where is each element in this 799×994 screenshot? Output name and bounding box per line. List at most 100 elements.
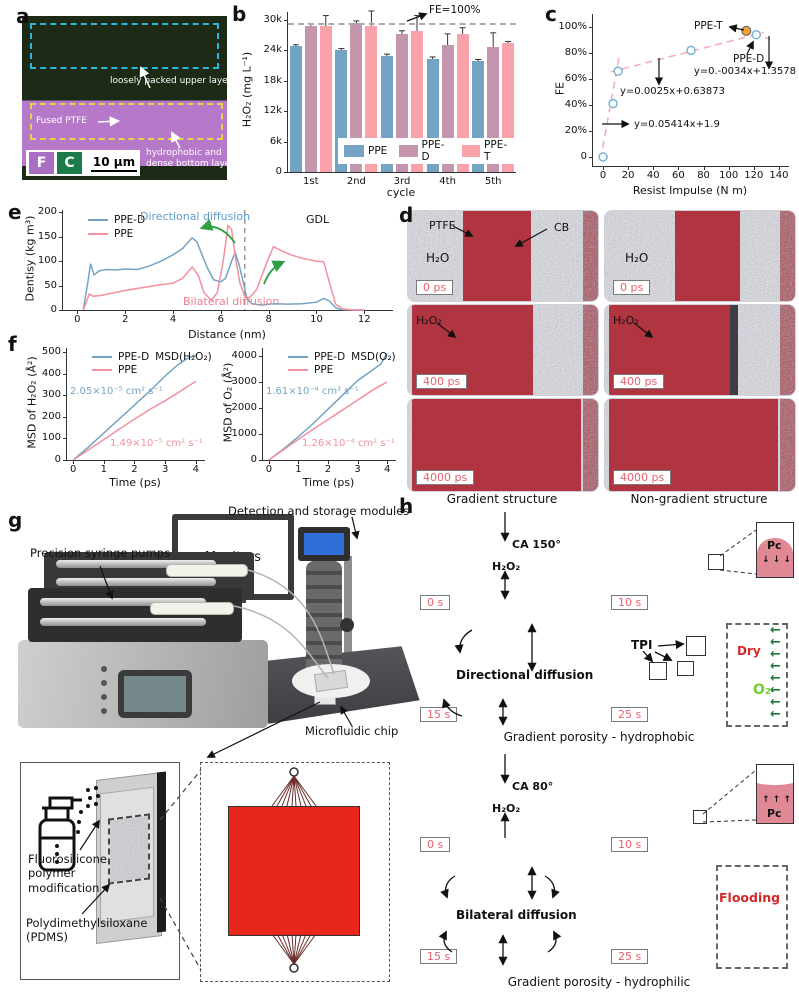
time-badge: 0 s bbox=[420, 595, 451, 610]
concave-meniscus bbox=[757, 771, 793, 785]
fe100-label: FE=100% bbox=[429, 4, 481, 16]
focus-knob bbox=[340, 618, 354, 632]
h2o2-reservoir bbox=[582, 211, 598, 301]
bottom-layer-label-1: hydrophobic and bbox=[146, 148, 222, 158]
flooding-label: Flooding bbox=[719, 890, 781, 905]
md-frame-gradient-400ps: H₂O₂ 400 ps bbox=[407, 304, 599, 396]
detection-label: Detection and storage modules bbox=[228, 504, 410, 518]
d-caption-gradient: Gradient structure bbox=[446, 492, 558, 506]
f2-legend-ppe-label: PPE bbox=[314, 364, 334, 376]
f1-coef-pink: 1.49×10⁻⁵ cm² s⁻¹ bbox=[110, 438, 203, 449]
time-badge: 15 s bbox=[420, 707, 458, 722]
upper-layer-label: loosely packed upper layer bbox=[110, 76, 227, 86]
o2-inflow-arrows bbox=[770, 625, 781, 721]
fluoro-label: Fluorosilicone polymer modification bbox=[28, 852, 107, 895]
bottom-layer-label-2: dense bottom laye bbox=[146, 159, 227, 169]
c-y-axis-label: FE bbox=[553, 81, 567, 96]
inlet-nozzle-icon bbox=[271, 767, 317, 807]
f2-legend-pped: PPE-D MSD(O₂) bbox=[288, 351, 396, 363]
msd-h2o2-chart: 0 1 2 3 4 0 100 200 300 400 500 bbox=[42, 346, 205, 475]
h2o2-reservoir bbox=[779, 211, 795, 301]
tpi-label: TPI bbox=[631, 638, 653, 652]
scatter-fe-impulse: 0 20 40 60 80 100 120 140 0 20% 40% 60% 80% 100% bbox=[558, 14, 789, 181]
e-legend-pped: PPE-D bbox=[88, 214, 145, 226]
scale-bar-label: 10 μm bbox=[92, 154, 136, 169]
o2-label: O₂ bbox=[753, 682, 772, 698]
md-frame-gradient-0ps: PTFE CB H₂O 0 ps bbox=[407, 210, 599, 302]
ca-label: CA 80° bbox=[512, 780, 554, 793]
cb-label: CB bbox=[554, 221, 570, 234]
red-dots bbox=[463, 211, 532, 301]
e-legend-pped-label: PPE-D bbox=[114, 214, 146, 226]
chip-label: Microfluidic chip bbox=[305, 724, 399, 738]
b-x-axis-label: cycle bbox=[386, 186, 416, 199]
chip-dark-edge bbox=[157, 771, 166, 933]
time-badge: 400 ps bbox=[416, 374, 468, 389]
legend-f-swatch: F bbox=[29, 152, 54, 174]
ppe-line-swatch bbox=[288, 369, 308, 371]
f1-legend-ppe-label: PPE bbox=[118, 364, 138, 376]
syringe bbox=[166, 564, 248, 577]
fused-ptfe-label: Fused PTFE bbox=[36, 116, 87, 126]
sem-legend: F C 10 μm bbox=[26, 150, 140, 176]
pump-screen bbox=[124, 676, 186, 712]
ca-label: CA 150° bbox=[512, 538, 561, 551]
pdms-label: Polydimethylsiloxane (PDMS) bbox=[26, 916, 148, 945]
zoom-square bbox=[693, 810, 707, 824]
time-badge: 0 s bbox=[420, 837, 451, 852]
capillary-inset-hydrophobic: Pc bbox=[756, 522, 794, 578]
f1-y-axis-label: MSD of H₂O₂ (Å²) bbox=[25, 356, 39, 449]
sem-image: loosely packed upper layer Fused PTFE hy… bbox=[22, 16, 227, 180]
tpi-square bbox=[686, 636, 706, 656]
panel-label-g: g bbox=[8, 508, 23, 532]
dry-label: Dry bbox=[737, 644, 761, 658]
gdl-label: GDL bbox=[306, 213, 330, 226]
red-dots bbox=[675, 211, 740, 301]
patterned-region bbox=[108, 813, 150, 885]
porous-channel-pattern bbox=[228, 806, 360, 936]
hb-frame-15s: Directional diffusion 15 s bbox=[412, 622, 597, 728]
time-badge: 4000 ps bbox=[613, 470, 672, 485]
pump-rail bbox=[40, 618, 206, 626]
pc-label: Pc bbox=[767, 539, 782, 552]
d-caption-nongradient: Non-gradient structure bbox=[630, 492, 768, 506]
md-frame-nongradient-0ps: H₂O 0 ps bbox=[604, 210, 796, 302]
h2o2-liquid bbox=[710, 800, 751, 846]
ppet-point-label: PPE-T bbox=[694, 20, 723, 32]
legend-c-swatch: C bbox=[57, 152, 82, 174]
pump-button bbox=[101, 666, 107, 672]
md-frame-nongradient-4000ps: 4000 ps bbox=[604, 398, 796, 492]
equation-2: y=0.0025x+0.63873 bbox=[620, 86, 725, 97]
h2o2-reservoir bbox=[779, 305, 795, 395]
h2o2-label: H₂O₂ bbox=[492, 802, 521, 815]
h2o2-label: H₂O₂ bbox=[492, 560, 521, 573]
directional-diffusion-label: Directional diffusion bbox=[456, 668, 594, 682]
hb-caption: Gradient porosity - hydrophobic bbox=[503, 730, 695, 744]
f2-legend-ppe: PPE bbox=[288, 364, 333, 376]
panel-label-b: b bbox=[232, 2, 247, 26]
hp-frame-0s: CA 80° H₂O₂ 0 s bbox=[412, 752, 597, 858]
pump-rail bbox=[56, 578, 216, 586]
pressure-arrows-down bbox=[762, 555, 791, 565]
scale-bar-line bbox=[91, 169, 137, 172]
time-badge: 0 ps bbox=[416, 280, 454, 295]
h2o2-reservoir bbox=[582, 399, 598, 491]
f2-coef-blue: 1.61×10⁻⁴ cm² s⁻¹ bbox=[266, 386, 359, 397]
panel-label-c: c bbox=[545, 2, 557, 26]
f2-legend-suffix: MSD(O₂) bbox=[351, 351, 396, 363]
bottom-layer-box bbox=[30, 102, 223, 140]
capillary-inset-hydrophilic: Pc bbox=[756, 764, 794, 824]
pump-rail bbox=[56, 560, 216, 568]
f1-legend-pped-label: PPE-D bbox=[118, 351, 150, 363]
pump-rail bbox=[40, 598, 206, 606]
directional-diffusion-label: Directional diffusion bbox=[140, 210, 251, 223]
pped-line-swatch bbox=[92, 356, 112, 358]
pumps-label: Precision syringe pumps bbox=[30, 546, 171, 560]
f1-legend-ppe: PPE bbox=[92, 364, 137, 376]
panel-label-h: h bbox=[399, 494, 414, 518]
upper-layer-box bbox=[30, 22, 219, 70]
time-badge: 4000 ps bbox=[416, 470, 475, 485]
flooding-region-box bbox=[716, 865, 788, 969]
f1-x-axis-label: Time (ps) bbox=[109, 476, 161, 489]
